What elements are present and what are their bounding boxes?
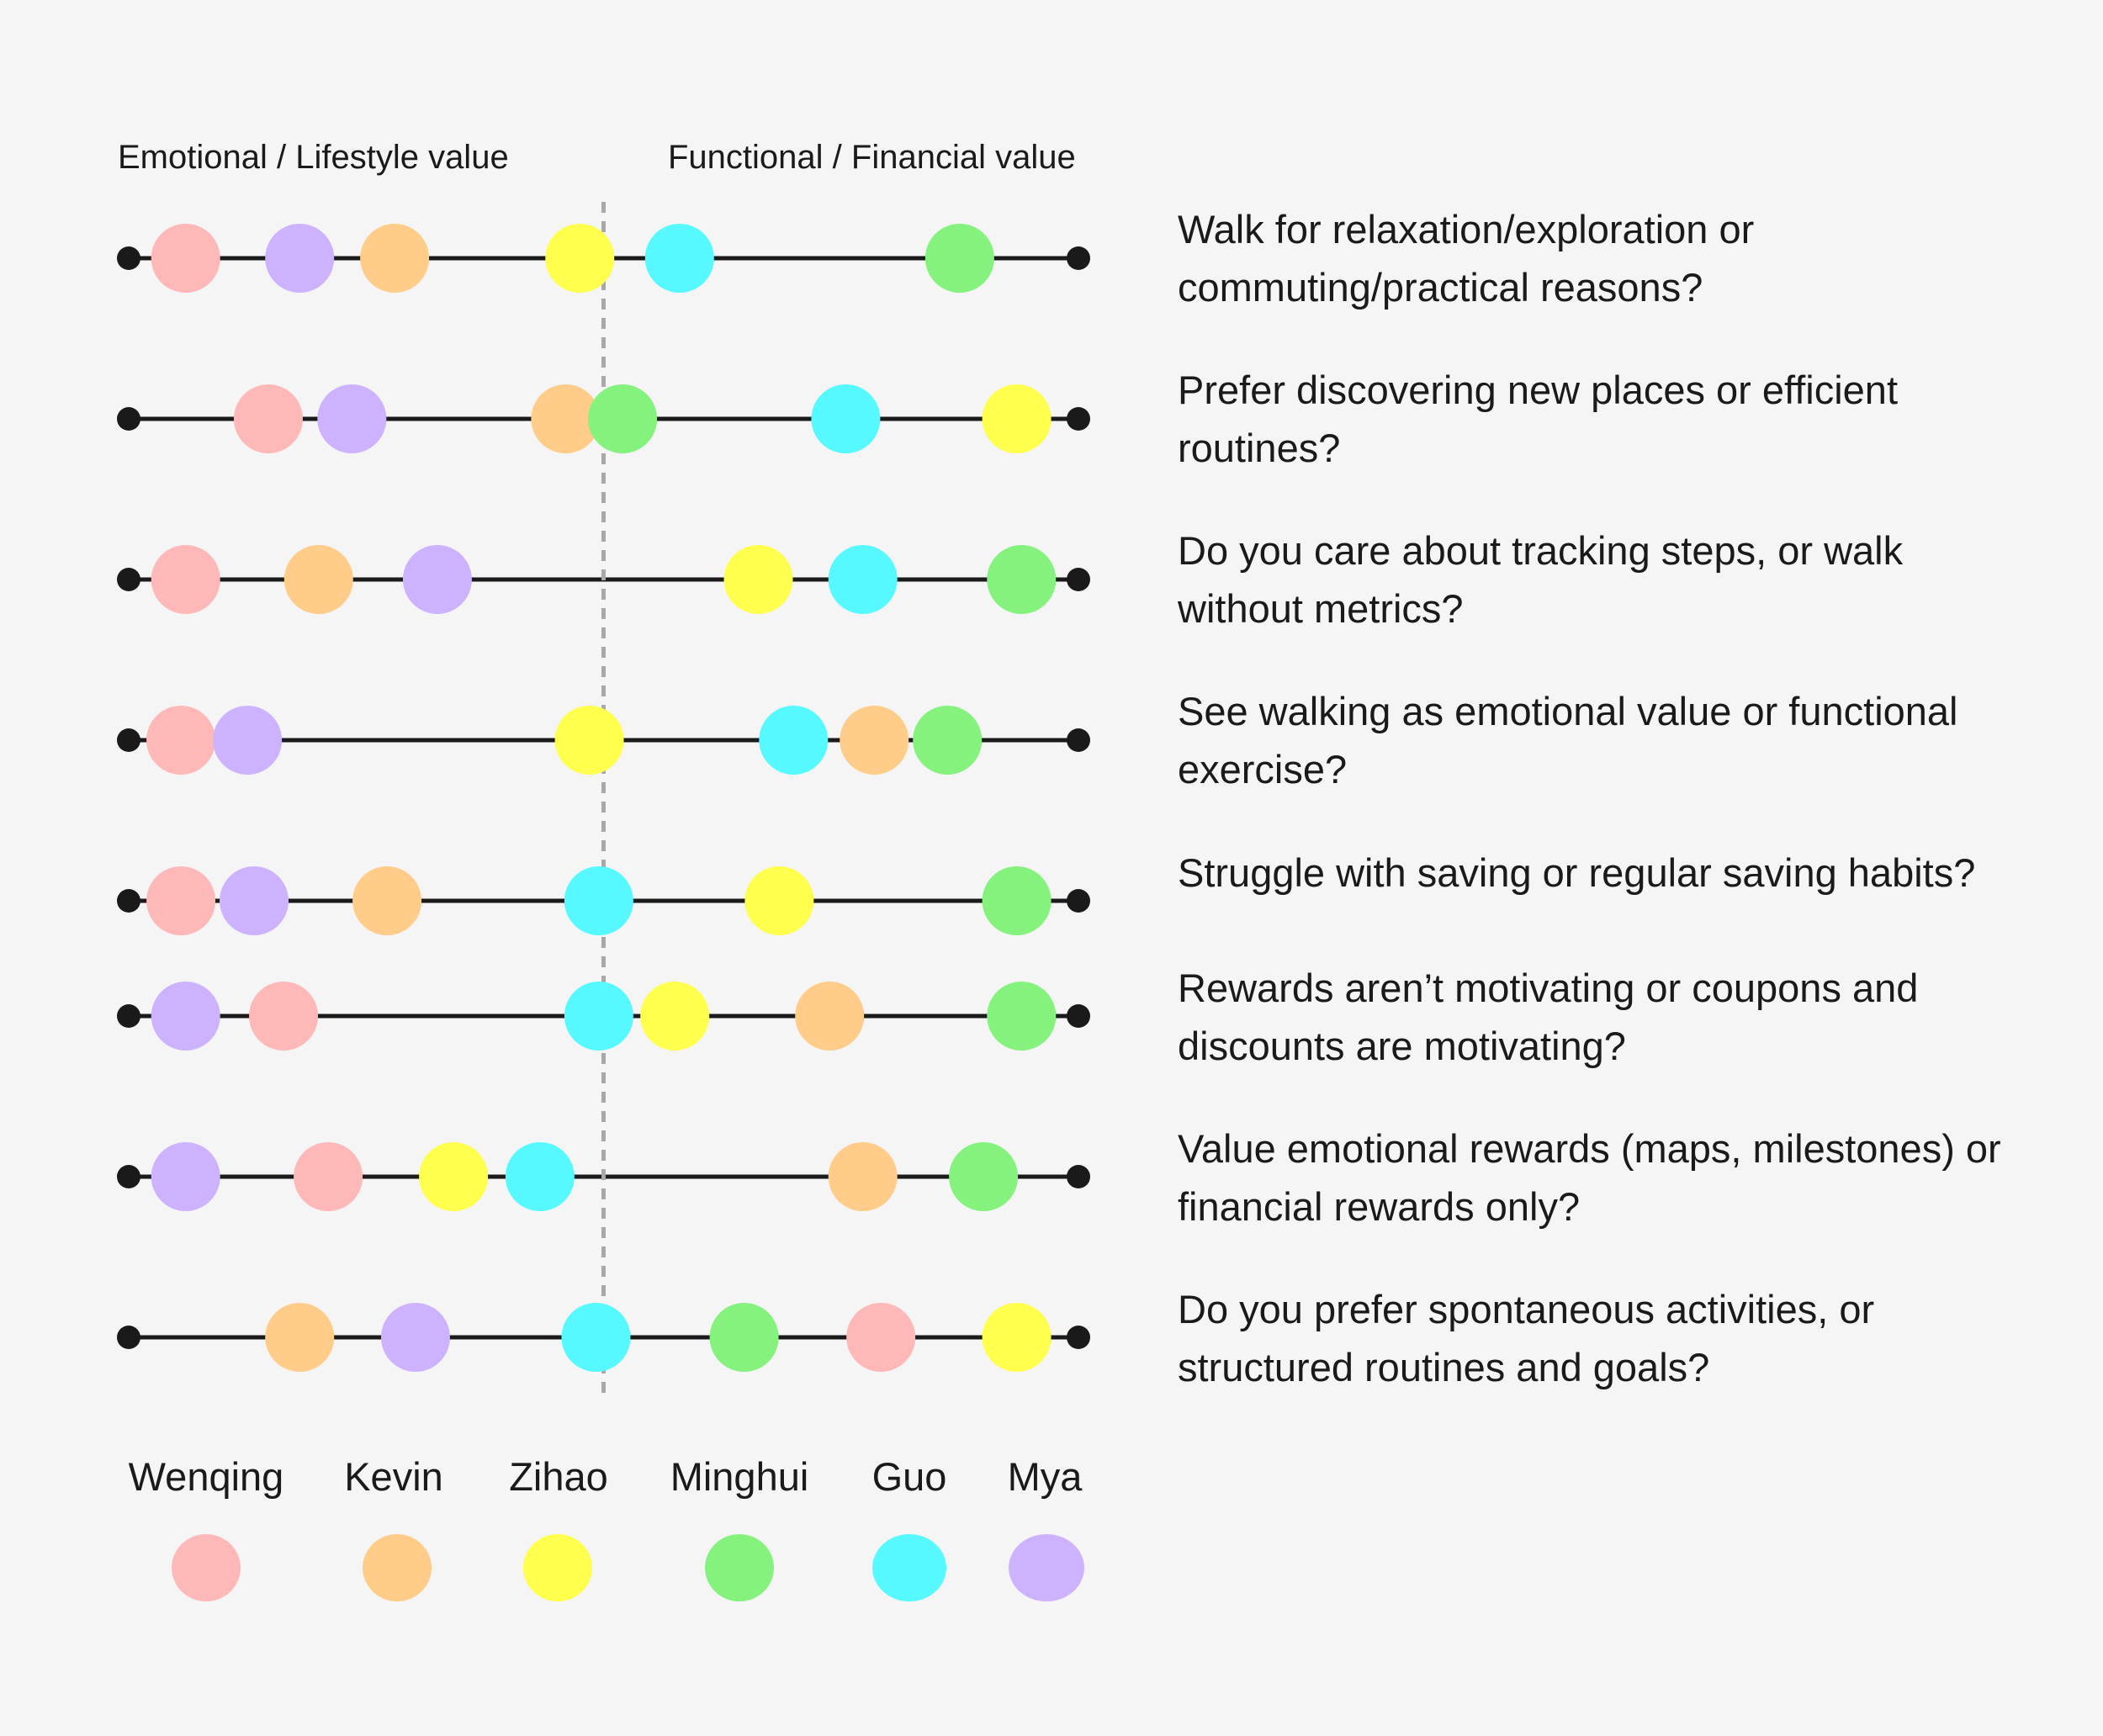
dot-guo xyxy=(564,982,633,1051)
dot-zihao xyxy=(744,866,814,935)
legend-swatch-minghui xyxy=(705,1534,774,1601)
dot-guo xyxy=(561,1303,631,1372)
legend-swatch-wenqing xyxy=(172,1534,241,1601)
dot-kevin xyxy=(795,982,865,1051)
dot-wenqing xyxy=(151,545,220,614)
dot-guo xyxy=(644,224,714,293)
dot-wenqing xyxy=(233,384,303,453)
dot-mya xyxy=(265,224,335,293)
question-1: Walk for relaxation/exploration or commu… xyxy=(1178,207,1755,310)
question-4: See walking as emotional value or functi… xyxy=(1178,689,1958,791)
legend-name-zihao: Zihao xyxy=(509,1454,608,1499)
dot-mya xyxy=(151,1142,220,1211)
dot-minghui xyxy=(987,982,1057,1051)
dot-mya xyxy=(317,384,387,453)
legend-name-minghui: Minghui xyxy=(670,1454,809,1499)
dot-wenqing xyxy=(146,866,216,935)
dot-wenqing xyxy=(249,982,319,1051)
spectrum-endpoint-right xyxy=(1067,728,1090,752)
question-8: Do you prefer spontaneous activities, or… xyxy=(1178,1287,1875,1389)
dot-wenqing xyxy=(294,1142,363,1211)
spectrum-endpoint-left xyxy=(117,568,140,591)
dot-kevin xyxy=(265,1303,335,1372)
spectrum-endpoint-right xyxy=(1067,407,1090,431)
spectrum-endpoint-left xyxy=(117,407,140,431)
dot-zihao xyxy=(723,545,793,614)
dot-kevin xyxy=(360,224,430,293)
dot-wenqing xyxy=(146,706,216,775)
right-axis-label: Functional / Financial value xyxy=(668,139,1076,176)
dot-zihao xyxy=(982,1303,1052,1372)
legend-name-wenqing: Wenqing xyxy=(128,1454,284,1499)
dot-zihao xyxy=(640,982,710,1051)
spectrum-endpoint-left xyxy=(117,889,140,913)
dot-kevin xyxy=(828,1142,898,1211)
dot-kevin xyxy=(531,384,601,453)
dot-guo xyxy=(759,706,829,775)
legend-name-kevin: Kevin xyxy=(344,1454,443,1499)
dot-zihao xyxy=(554,706,624,775)
spectrum-endpoint-left xyxy=(117,246,140,270)
dot-minghui xyxy=(913,706,983,775)
dot-minghui xyxy=(588,384,658,453)
dot-wenqing xyxy=(151,224,220,293)
legend-name-mya: Mya xyxy=(1007,1454,1083,1499)
dot-mya xyxy=(380,1303,450,1372)
spectrum-endpoint-right xyxy=(1067,1326,1090,1349)
dot-mya xyxy=(151,982,220,1051)
spectrum-endpoint-right xyxy=(1067,246,1090,270)
dot-minghui xyxy=(987,545,1057,614)
dot-mya xyxy=(213,706,283,775)
legend-swatch-kevin xyxy=(363,1534,432,1601)
dot-minghui xyxy=(709,1303,779,1372)
dot-mya xyxy=(402,545,472,614)
dot-guo xyxy=(811,384,881,453)
dot-kevin xyxy=(283,545,353,614)
dot-zihao xyxy=(545,224,615,293)
question-5: Struggle with saving or regular saving h… xyxy=(1178,850,1976,895)
legend-swatch-mya xyxy=(1009,1534,1084,1601)
question-3: Do you care about tracking steps, or wal… xyxy=(1178,528,1904,631)
legend-name-guo: Guo xyxy=(871,1454,947,1499)
dot-zihao xyxy=(419,1142,489,1211)
left-axis-label: Emotional / Lifestyle value xyxy=(118,139,509,176)
question-2: Prefer discovering new places or efficie… xyxy=(1178,368,1899,470)
dot-kevin xyxy=(352,866,422,935)
dot-guo xyxy=(828,545,898,614)
dot-guo xyxy=(505,1142,575,1211)
spectrum-endpoint-left xyxy=(117,1326,140,1349)
dot-wenqing xyxy=(846,1303,916,1372)
question-7: Value emotional rewards (maps, milestone… xyxy=(1178,1126,2001,1229)
legend-swatch-guo xyxy=(872,1534,946,1601)
spectrum-endpoint-right xyxy=(1067,889,1090,913)
dot-kevin xyxy=(840,706,909,775)
dot-minghui xyxy=(949,1142,1019,1211)
dot-guo xyxy=(564,866,633,935)
spectrum-endpoint-left xyxy=(117,728,140,752)
dot-zihao xyxy=(982,384,1052,453)
spectrum-endpoint-right xyxy=(1067,1165,1090,1188)
question-6: Rewards aren’t motivating or coupons and… xyxy=(1178,966,1919,1068)
spectrum-endpoint-right xyxy=(1067,1004,1090,1028)
spectrum-endpoint-left xyxy=(117,1004,140,1028)
dot-minghui xyxy=(924,224,994,293)
dot-mya xyxy=(220,866,289,935)
legend-swatch-zihao xyxy=(523,1534,592,1601)
spectrum-endpoint-right xyxy=(1067,568,1090,591)
dot-minghui xyxy=(982,866,1052,935)
spectrum-endpoint-left xyxy=(117,1165,140,1188)
